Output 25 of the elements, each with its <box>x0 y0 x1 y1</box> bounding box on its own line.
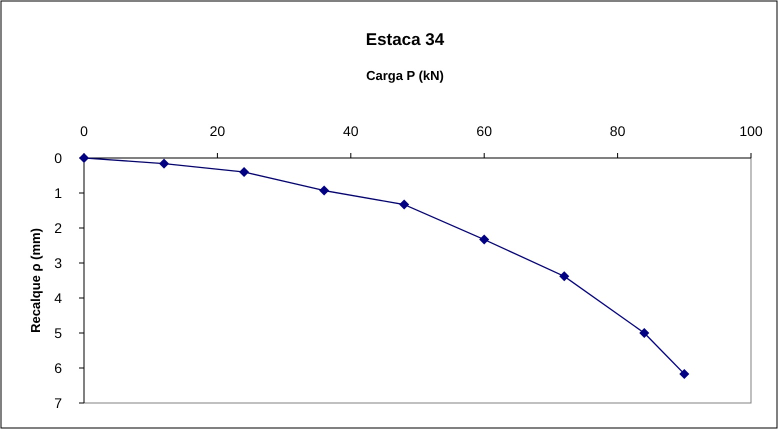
point <box>319 186 330 196</box>
x-tick-label: 100 <box>739 123 763 139</box>
point <box>159 158 170 169</box>
x-tick-label: 20 <box>210 123 226 139</box>
point <box>479 234 490 245</box>
x-tick-label: 0 <box>80 123 88 139</box>
y-tick-label: 5 <box>54 325 62 341</box>
point <box>639 328 650 338</box>
y-tick-label: 2 <box>54 220 62 236</box>
x-axis-title: Carga P (kN) <box>366 68 444 83</box>
y-tick-label: 3 <box>54 255 62 271</box>
y-tick-label: 4 <box>54 290 62 306</box>
y-tick-label: 0 <box>54 150 62 166</box>
x-tick-label: 40 <box>343 123 359 139</box>
y-tick-label: 1 <box>54 185 62 201</box>
point <box>399 200 410 210</box>
chart-title: Estaca 34 <box>366 30 445 49</box>
point <box>679 368 690 379</box>
x-tick-label: 80 <box>610 123 626 139</box>
point <box>559 271 570 282</box>
y-tick-label: 7 <box>54 395 62 411</box>
x-tick-label: 60 <box>476 123 492 139</box>
y-tick-label: 6 <box>54 360 62 376</box>
point <box>239 167 250 177</box>
y-axis-title: Recalque ρ (mm) <box>28 228 43 333</box>
